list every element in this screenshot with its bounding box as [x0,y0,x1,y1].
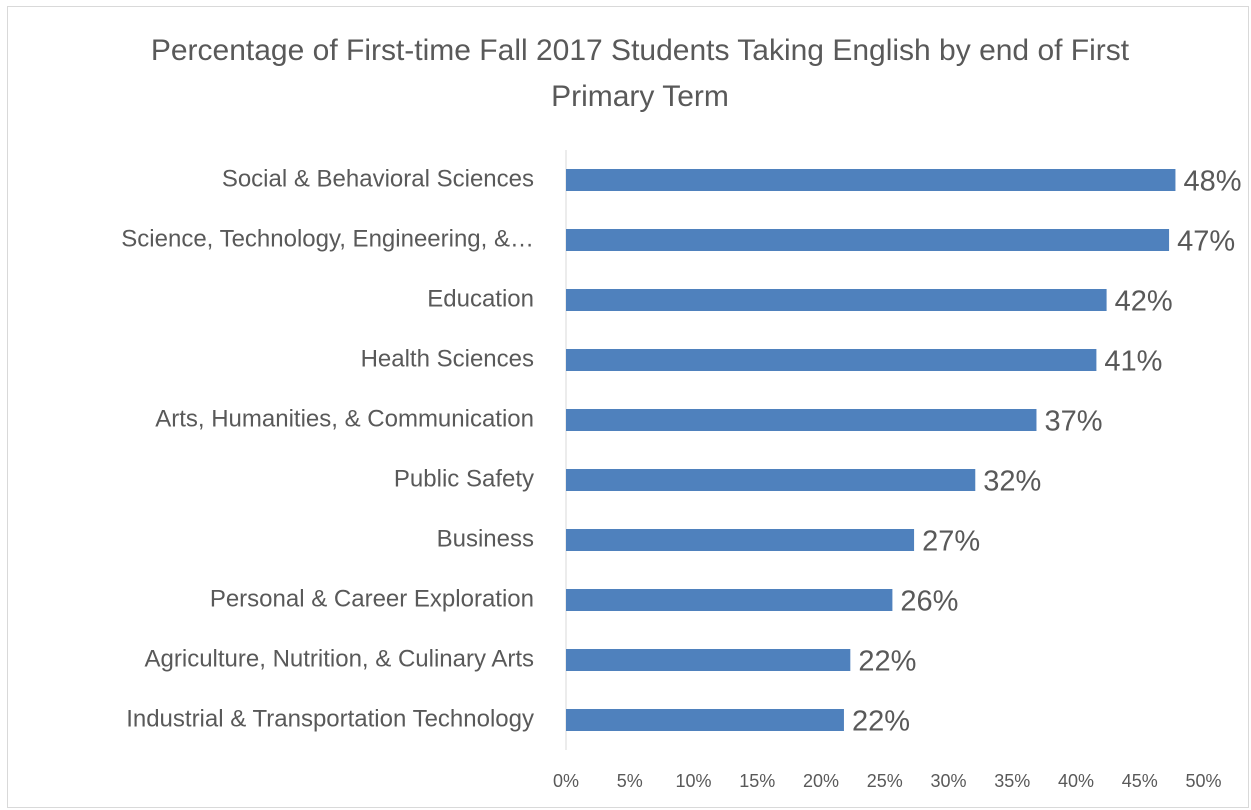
data-label: 26% [900,586,958,618]
bar [566,649,851,671]
x-tick-label: 10% [675,771,711,791]
y-tick-label: Health Sciences [361,345,534,372]
y-tick-label: Agriculture, Nutrition, & Culinary Arts [145,645,534,672]
data-label: 27% [922,526,980,558]
y-tick-label: Science, Technology, Engineering, &… [121,225,534,252]
data-label: 47% [1177,226,1235,258]
y-tick-label: Business [437,525,534,552]
chart-frame [7,6,1249,808]
bar [566,469,976,491]
y-tick-label: Education [427,285,534,312]
x-tick-label: 45% [1122,771,1158,791]
y-tick-label: Social & Behavioral Sciences [222,165,534,192]
bar [566,229,1170,251]
bar [566,169,1176,191]
bar [566,289,1107,311]
x-tick-label: 0% [553,771,579,791]
data-label: 42% [1115,286,1173,318]
y-tick-label: Public Safety [394,465,534,492]
x-tick-label: 20% [803,771,839,791]
bar [566,349,1097,371]
data-label: 22% [852,706,910,738]
y-tick-label: Personal & Career Exploration [210,585,534,612]
data-label: 48% [1183,166,1241,198]
data-label: 22% [858,646,916,678]
bar [566,709,844,731]
x-tick-label: 50% [1185,771,1221,791]
data-label: 41% [1104,346,1162,378]
x-tick-label: 15% [739,771,775,791]
x-tick-label: 35% [994,771,1030,791]
chart-title: Percentage of First-time Fall 2017 Stude… [150,34,1130,113]
y-tick-label: Arts, Humanities, & Communication [155,405,534,432]
bar [566,529,915,551]
x-tick-label: 5% [617,771,643,791]
bar [566,589,893,611]
x-tick-label: 25% [867,771,903,791]
x-tick-label: 30% [930,771,966,791]
bar [566,409,1037,431]
data-label: 37% [1044,406,1102,438]
y-tick-label: Industrial & Transportation Technology [126,705,534,732]
data-label: 32% [983,466,1041,498]
x-tick-label: 40% [1058,771,1094,791]
